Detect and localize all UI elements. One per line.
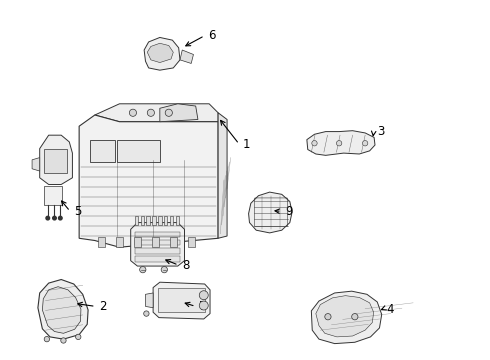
Bar [44, 149, 68, 173]
Circle shape [144, 311, 149, 316]
Polygon shape [131, 222, 184, 266]
Polygon shape [32, 158, 40, 171]
Circle shape [352, 314, 358, 320]
Polygon shape [248, 192, 292, 233]
Circle shape [46, 216, 49, 220]
Polygon shape [144, 37, 180, 70]
Text: 4: 4 [386, 303, 393, 316]
Circle shape [161, 266, 168, 273]
Polygon shape [153, 282, 210, 319]
Bar [116, 237, 123, 247]
Polygon shape [147, 43, 173, 63]
Circle shape [199, 301, 208, 310]
Text: 5: 5 [74, 205, 81, 218]
Bar [135, 240, 180, 246]
Text: 8: 8 [182, 259, 190, 272]
Bar [135, 248, 180, 253]
Text: 3: 3 [377, 125, 385, 138]
Bar [98, 237, 105, 247]
Bar [170, 216, 173, 225]
Polygon shape [218, 113, 227, 238]
Polygon shape [316, 296, 374, 337]
Circle shape [140, 266, 146, 273]
Bar [164, 216, 168, 225]
Bar [44, 186, 62, 204]
Polygon shape [180, 50, 194, 63]
Circle shape [363, 140, 368, 146]
Circle shape [147, 109, 154, 116]
Bar [135, 231, 180, 237]
Bar [152, 237, 159, 247]
Polygon shape [79, 115, 218, 247]
Circle shape [337, 140, 342, 146]
Text: 2: 2 [99, 300, 107, 313]
Circle shape [75, 334, 81, 339]
Circle shape [325, 314, 331, 320]
Bar [141, 216, 144, 225]
Bar [158, 288, 205, 312]
Text: 1: 1 [243, 138, 250, 150]
Bar [135, 216, 138, 225]
Polygon shape [160, 104, 198, 122]
Bar [147, 216, 150, 225]
Polygon shape [95, 104, 218, 122]
Polygon shape [38, 279, 88, 339]
Circle shape [199, 291, 208, 300]
Circle shape [44, 337, 49, 342]
Circle shape [58, 216, 62, 220]
Bar [158, 216, 162, 225]
Bar [175, 216, 179, 225]
Text: 9: 9 [285, 205, 293, 218]
Bar [134, 237, 141, 247]
Polygon shape [42, 287, 81, 333]
Polygon shape [40, 135, 73, 184]
Text: 6: 6 [208, 29, 216, 42]
Bar [135, 256, 180, 262]
Polygon shape [117, 140, 160, 162]
Polygon shape [146, 293, 153, 308]
Circle shape [312, 140, 317, 146]
Circle shape [129, 109, 137, 116]
Bar [170, 237, 177, 247]
Polygon shape [90, 140, 115, 162]
Circle shape [61, 338, 66, 343]
Polygon shape [311, 291, 382, 343]
Bar [188, 237, 195, 247]
Circle shape [165, 109, 172, 116]
Text: 7: 7 [199, 300, 207, 313]
Polygon shape [307, 131, 375, 156]
Circle shape [53, 216, 56, 220]
Bar [152, 216, 156, 225]
